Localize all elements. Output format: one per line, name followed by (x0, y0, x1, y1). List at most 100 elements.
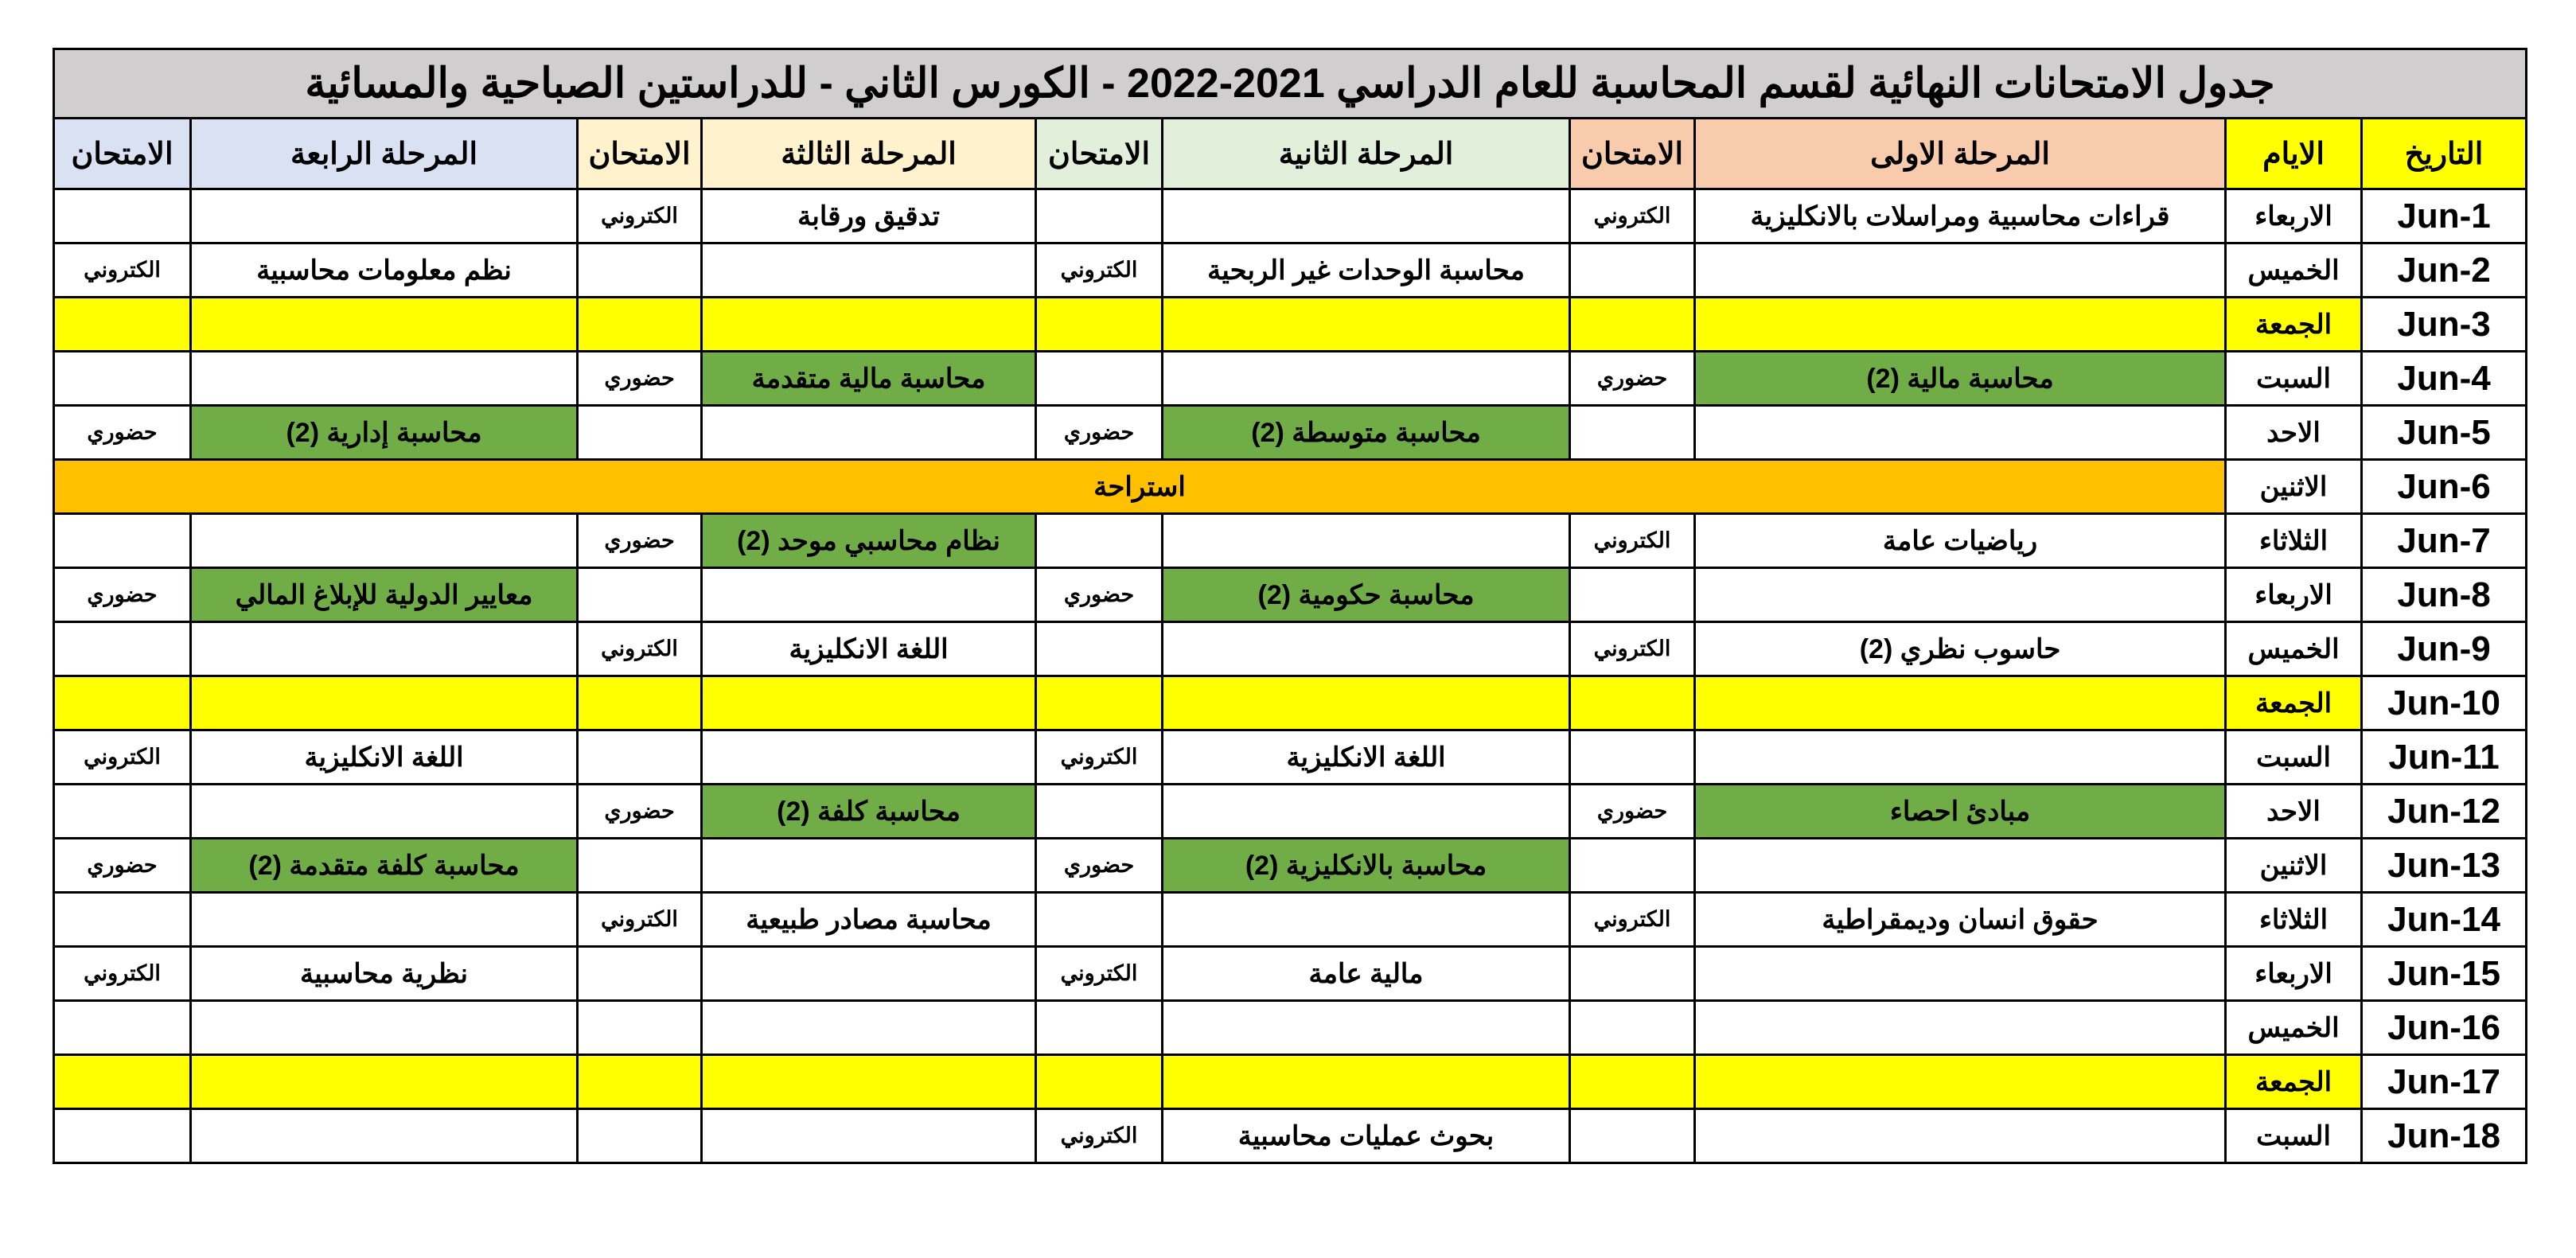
stage1-subject (1693, 729, 2227, 785)
stage1-exam-type (1569, 945, 1697, 1002)
table-row: 12-Jun الاحد مبادئ احصاء حضوري محاسبة كلفة (… (52, 783, 2528, 839)
stage1-subject (1693, 296, 2227, 352)
table-row: 1-Jun الاربعاء قراءات محاسبية ومراسلات بال… (52, 188, 2528, 244)
stage2-exam-type (1035, 1054, 1164, 1110)
stage1-subject: رياضيات عامة (1693, 512, 2227, 569)
stage3-subject (700, 729, 1038, 785)
stage1-exam-type: الكتروني (1569, 188, 1697, 244)
stage3-subject: محاسبة كلفة (2) (700, 783, 1038, 839)
stage1-exam-type (1569, 675, 1697, 731)
table-row: 18-Jun السبت بحوث عمليات محاسبية الكتروني (52, 1108, 2528, 1164)
table-row: 17-Jun الجمعة (52, 1054, 2528, 1110)
stage4-subject (189, 999, 579, 1056)
stage4-exam-type (52, 350, 193, 407)
stage3-exam-type (576, 837, 703, 894)
stage4-exam-type (52, 999, 193, 1056)
stage4-subject (189, 350, 579, 407)
stage4-exam-type (52, 891, 193, 948)
stage3-exam-type: حضوري (576, 512, 703, 569)
stage4-exam-type: الكتروني (52, 729, 193, 785)
day-cell: الخميس (2224, 999, 2364, 1056)
date-cell: 12-Jun (2360, 783, 2528, 839)
date-cell: 17-Jun (2360, 1054, 2528, 1110)
stage4-subject: نظم معلومات محاسبية (189, 242, 579, 298)
stage3-exam-type (576, 567, 703, 623)
stage3-subject (700, 296, 1038, 352)
date-cell: 1-Jun (2360, 188, 2528, 244)
stage1-subject (1693, 404, 2227, 461)
stage2-exam-type: حضوري (1035, 837, 1164, 894)
stage1-subject (1693, 567, 2227, 623)
header-stage3: المرحلة الثالثة (700, 117, 1038, 190)
stage3-subject (700, 242, 1038, 298)
day-cell: الجمعة (2224, 1054, 2364, 1110)
stage3-exam-type: الكتروني (576, 188, 703, 244)
table-row: 16-Jun الخميس (52, 999, 2528, 1056)
stage3-subject (700, 837, 1038, 894)
stage3-subject: تدقيق ورقابة (700, 188, 1038, 244)
stage2-exam-type (1035, 783, 1164, 839)
stage2-exam-type (1035, 512, 1164, 569)
stage1-exam-type (1569, 296, 1697, 352)
stage3-exam-type (576, 729, 703, 785)
stage3-exam-type (576, 296, 703, 352)
stage2-subject (1161, 783, 1572, 839)
date-cell: 18-Jun (2360, 1108, 2528, 1164)
table-row: 5-Jun الاحد محاسبة متوسطة (2) حضوري محاسبة إ… (52, 404, 2528, 461)
stage2-exam-type: الكتروني (1035, 729, 1164, 785)
stage4-exam-type (52, 1108, 193, 1164)
stage3-subject (700, 1108, 1038, 1164)
stage3-exam-type: حضوري (576, 783, 703, 839)
stage2-subject (1161, 512, 1572, 569)
stage2-exam-type: حضوري (1035, 404, 1164, 461)
stage2-exam-type: حضوري (1035, 567, 1164, 623)
date-cell: 8-Jun (2360, 567, 2528, 623)
day-cell: الاربعاء (2224, 567, 2364, 623)
stage2-subject (1161, 999, 1572, 1056)
stage2-subject (1161, 350, 1572, 407)
table-row: 6-Jun الاثنين استراحة (52, 458, 2528, 515)
date-cell: 14-Jun (2360, 891, 2528, 948)
day-cell: الخميس (2224, 621, 2364, 677)
stage4-subject: نظرية محاسبية (189, 945, 579, 1002)
stage4-subject (189, 188, 579, 244)
table-row: 3-Jun الجمعة (52, 296, 2528, 352)
header-stage3-exam: الامتحان (576, 117, 703, 190)
table-row: 13-Jun الاثنين محاسبة بالانكليزية (2) حضوري… (52, 837, 2528, 894)
date-cell: 7-Jun (2360, 512, 2528, 569)
stage1-exam-type (1569, 729, 1697, 785)
stage4-exam-type (52, 1054, 193, 1110)
stage1-exam-type (1569, 999, 1697, 1056)
stage2-subject: بحوث عمليات محاسبية (1161, 1108, 1572, 1164)
stage3-subject: محاسبة مصادر طبيعية (700, 891, 1038, 948)
stage2-subject (1161, 891, 1572, 948)
day-cell: الاربعاء (2224, 945, 2364, 1002)
stage4-exam-type: حضوري (52, 567, 193, 623)
stage4-subject (189, 621, 579, 677)
stage4-exam-type: حضوري (52, 837, 193, 894)
stage4-exam-type: حضوري (52, 404, 193, 461)
stage4-subject (189, 891, 579, 948)
stage4-exam-type (52, 512, 193, 569)
stage2-exam-type (1035, 350, 1164, 407)
stage3-exam-type (576, 999, 703, 1056)
stage1-subject: حقوق انسان وديمقراطية (1693, 891, 2227, 948)
day-cell: الاحد (2224, 783, 2364, 839)
stage3-exam-type (576, 1108, 703, 1164)
stage1-subject: مبادئ احصاء (1693, 783, 2227, 839)
table-row: 10-Jun الجمعة (52, 675, 2528, 731)
table-row: 2-Jun الخميس محاسبة الوحدات غير الربحية الك… (52, 242, 2528, 298)
stage3-exam-type: حضوري (576, 350, 703, 407)
stage4-subject (189, 675, 579, 731)
stage3-subject: نظام محاسبي موحد (2) (700, 512, 1038, 569)
table-row: 9-Jun الخميس حاسوب نظري (2) الكتروني اللغة ا… (52, 621, 2528, 677)
stage3-exam-type (576, 242, 703, 298)
date-cell: 16-Jun (2360, 999, 2528, 1056)
stage2-exam-type (1035, 999, 1164, 1056)
stage2-exam-type (1035, 296, 1164, 352)
stage2-subject: محاسبة متوسطة (2) (1161, 404, 1572, 461)
exam-schedule-table: جدول الامتحانات النهائية لقسم المحاسبة ل… (52, 48, 2528, 1164)
stage3-subject: محاسبة مالية متقدمة (700, 350, 1038, 407)
stage2-subject (1161, 621, 1572, 677)
stage4-subject: اللغة الانكليزية (189, 729, 579, 785)
